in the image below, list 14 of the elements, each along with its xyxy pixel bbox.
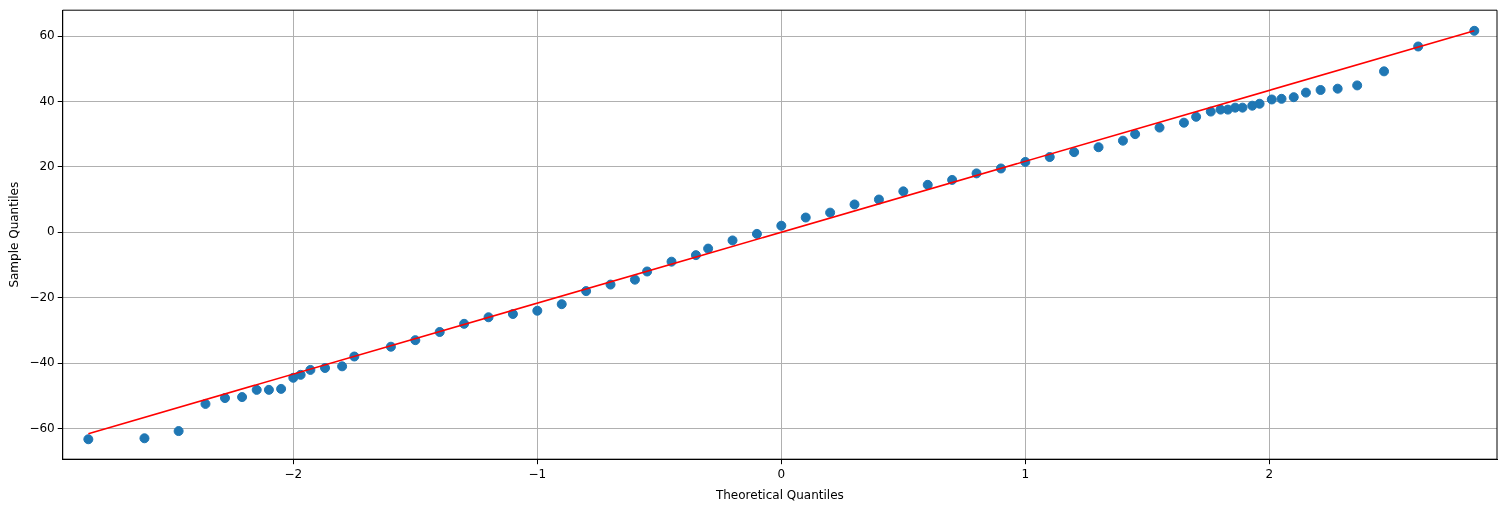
x-tick-label: 0 — [777, 466, 786, 481]
y-tick-label: 40 — [39, 93, 55, 108]
y-tick-label: −20 — [29, 289, 55, 304]
x-tick-label: 1 — [1021, 466, 1030, 481]
y-tick-label: 60 — [39, 28, 55, 43]
x-axis-title: Theoretical Quantiles — [714, 487, 844, 502]
y-axis-title: Sample Quantiles — [7, 181, 22, 288]
x-tick-label: −1 — [528, 466, 547, 481]
y-tick-label: −40 — [29, 355, 55, 370]
y-tick-label: 0 — [47, 224, 55, 239]
y-tick-label: −60 — [29, 420, 55, 435]
x-tick-label: 2 — [1265, 466, 1274, 481]
x-tick-label: −2 — [284, 466, 303, 481]
y-tick-label: 20 — [39, 158, 55, 173]
